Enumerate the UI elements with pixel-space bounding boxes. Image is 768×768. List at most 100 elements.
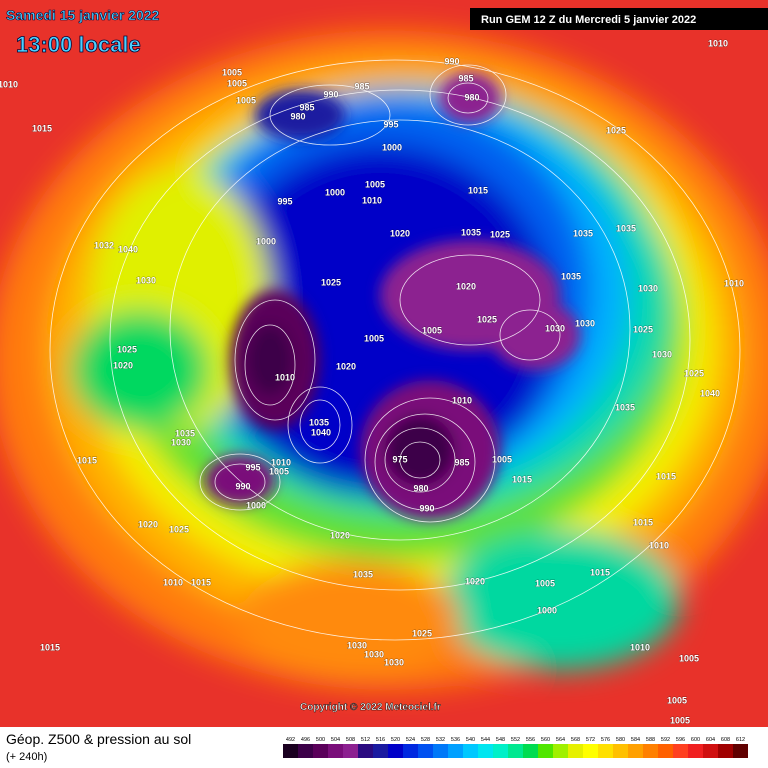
isobar-label: 1020 [138,519,158,529]
scale-label: 540 [466,737,475,743]
scale-cell [478,744,493,758]
isobar-label: 1025 [684,368,704,378]
scale-cell [328,744,343,758]
isobar-label: 1025 [606,125,626,135]
scale-label: 520 [391,737,400,743]
isobar-label: 1025 [117,344,137,354]
scale-label: 576 [601,737,610,743]
isobar-label: 1015 [40,642,60,652]
isobar-label: 1015 [512,474,532,484]
scale-label: 572 [586,737,595,743]
scale-label: 512 [361,737,370,743]
scale-cell [283,744,298,758]
isobar-label: 1035 [461,227,481,237]
isobar-label: 985 [454,457,469,467]
scale-cell [358,744,373,758]
isobar-label: 1015 [191,577,211,587]
scale-label: 556 [526,737,535,743]
isobar-label: 1010 [275,372,295,382]
isobar-label: 1005 [492,454,512,464]
isobar-label: 1010 [708,38,728,48]
isobar-label: 1030 [545,323,565,333]
isobar-label: 985 [458,73,473,83]
isobar-label: 980 [464,92,479,102]
isobar-label: 1020 [456,281,476,291]
isobar-label: 1025 [633,324,653,334]
scale-cell [463,744,478,758]
scale-cell [388,744,403,758]
scale-label: 596 [676,737,685,743]
scale-cell [658,744,673,758]
scale-cell [538,744,553,758]
isobar-label: 1015 [590,567,610,577]
isobar-label: 995 [383,119,398,129]
scale-cell [643,744,658,758]
scale-label: 612 [736,737,745,743]
isobar-label: 1015 [32,123,52,133]
isobar-label: 1005 [535,578,555,588]
isobar-label: 1030 [384,657,404,667]
scale-cell [733,744,748,758]
run-box [470,8,768,30]
scale-label: 608 [721,737,730,743]
isobar-label: 1005 [364,333,384,343]
scale-cell [553,744,568,758]
isobar-label: 1005 [679,653,699,663]
scale-label: 492 [286,737,295,743]
isobar-label: 1035 [175,428,195,438]
scale-label: 588 [646,737,655,743]
scale-label: 500 [316,737,325,743]
isobar-label: 1025 [169,524,189,534]
isobar-label: 1030 [638,283,658,293]
scale-label: 516 [376,737,385,743]
scale-label: 524 [406,737,415,743]
isobar-label: 1030 [575,318,595,328]
scale-label: 536 [451,737,460,743]
isobar-label: 1010 [630,642,650,652]
scale-cell [508,744,523,758]
scale-cell [418,744,433,758]
scale-label: 528 [421,737,430,743]
run-info: Run GEM 12 Z du Mercredi 5 janvier 2022 [481,14,696,26]
scale-cell [718,744,733,758]
scale-cell [343,744,358,758]
color-scale: 492 496 500 504 508 512 516 520 524 528 532 536 540 5… [283,737,748,758]
scale-label: 600 [691,737,700,743]
isobar-label: 980 [290,111,305,121]
isobar-label: 1000 [325,187,345,197]
map-field [0,0,768,727]
isobar-label: 1020 [336,361,356,371]
isobar-label: 1015 [77,455,97,465]
scale-cell [373,744,388,758]
isobar-label: 1005 [667,695,687,705]
isobar-label: 1020 [465,576,485,586]
isobar-label: 1025 [490,229,510,239]
isobar-label: 1015 [656,471,676,481]
isobar-label: 995 [277,196,292,206]
isobar-label: 1015 [633,517,653,527]
isobar-label: 985 [354,81,369,91]
scale-cell [583,744,598,758]
isobar-label: 1020 [113,360,133,370]
scale-label: 564 [556,737,565,743]
scale-cell [403,744,418,758]
isobar-label: 1030 [652,349,672,359]
isobar-label: 1000 [256,236,276,246]
isobar-label: 1040 [311,427,331,437]
isobar-label: 1000 [246,500,266,510]
isobar-label: 1000 [382,142,402,152]
isobar-label: 1025 [412,628,432,638]
isobar-label: 990 [323,89,338,99]
isobar-label: 1005 [422,325,442,335]
isobar-label: 1035 [616,223,636,233]
isobar-label: 990 [419,503,434,513]
isobar-label: 1040 [700,388,720,398]
scale-label: 544 [481,737,490,743]
isobar-label: 1025 [477,314,497,324]
scale-label: 584 [631,737,640,743]
isobar-label: 1020 [390,228,410,238]
scale-label: 580 [616,737,625,743]
isobar-label: 1020 [330,530,350,540]
isobar-label: 1025 [321,277,341,287]
isobar-label: 1010 [452,395,472,405]
